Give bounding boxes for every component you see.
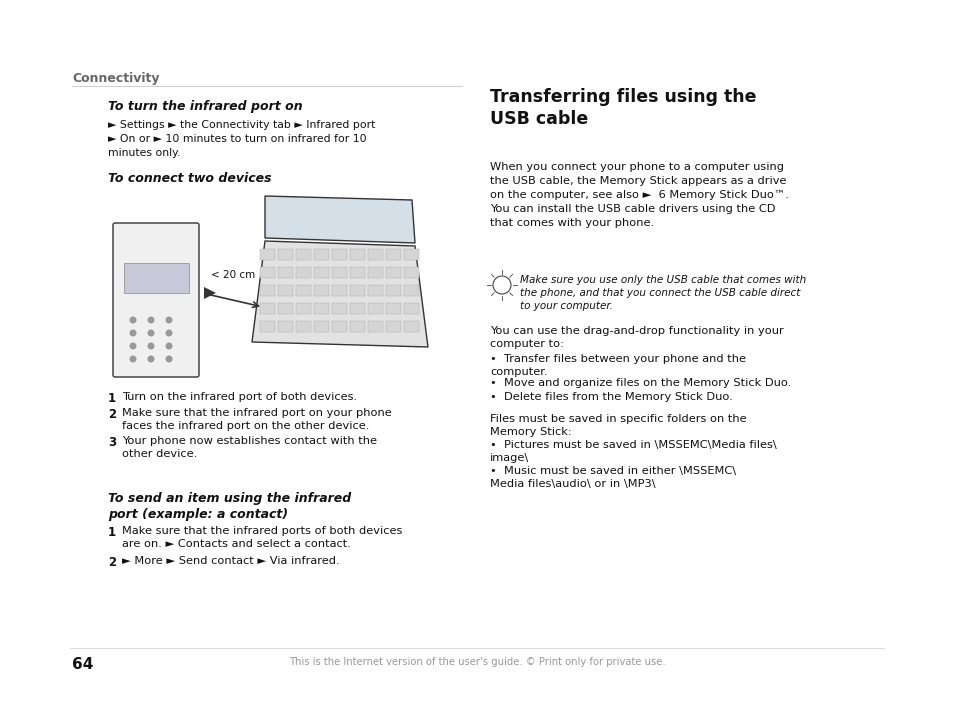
Text: 64: 64 xyxy=(71,657,93,672)
Circle shape xyxy=(165,342,172,349)
Polygon shape xyxy=(204,287,215,299)
Text: Turn on the infrared port of both devices.: Turn on the infrared port of both device… xyxy=(122,392,356,402)
Text: minutes only.: minutes only. xyxy=(108,148,180,158)
Bar xyxy=(260,249,274,260)
Circle shape xyxy=(130,342,136,349)
Bar xyxy=(260,267,274,278)
Bar xyxy=(403,303,418,314)
Bar xyxy=(368,321,382,332)
Bar xyxy=(350,267,365,278)
Text: 3: 3 xyxy=(108,436,116,449)
Polygon shape xyxy=(252,241,428,347)
Text: •  Pictures must be saved in \MSSEMC\Media files\
image\: • Pictures must be saved in \MSSEMC\Medi… xyxy=(490,440,776,463)
Text: < 20 cm: < 20 cm xyxy=(211,270,254,280)
Text: •  Transfer files between your phone and the
computer.: • Transfer files between your phone and … xyxy=(490,354,745,377)
Text: Files must be saved in specific folders on the
Memory Stick:: Files must be saved in specific folders … xyxy=(490,414,746,437)
Bar xyxy=(368,303,382,314)
Bar xyxy=(332,303,347,314)
Circle shape xyxy=(148,356,154,363)
Text: 2: 2 xyxy=(108,556,116,569)
Circle shape xyxy=(130,329,136,337)
Text: Make sure you use only the USB cable that comes with
the phone, and that you con: Make sure you use only the USB cable tha… xyxy=(519,275,805,312)
Text: To turn the infrared port on: To turn the infrared port on xyxy=(108,100,302,113)
Text: •  Delete files from the Memory Stick Duo.: • Delete files from the Memory Stick Duo… xyxy=(490,392,732,402)
Bar xyxy=(368,285,382,296)
Circle shape xyxy=(148,342,154,349)
Text: You can install the USB cable drivers using the CD: You can install the USB cable drivers us… xyxy=(490,204,775,214)
Bar xyxy=(350,321,365,332)
Circle shape xyxy=(165,356,172,363)
Bar xyxy=(386,267,400,278)
Text: •  Move and organize files on the Memory Stick Duo.: • Move and organize files on the Memory … xyxy=(490,378,790,388)
Text: Connectivity: Connectivity xyxy=(71,72,159,85)
Polygon shape xyxy=(265,196,415,243)
Bar xyxy=(277,249,293,260)
Text: on the computer, see also ►  6 Memory Stick Duo™.: on the computer, see also ► 6 Memory Sti… xyxy=(490,190,788,200)
Bar xyxy=(403,321,418,332)
Text: Transferring files using the
USB cable: Transferring files using the USB cable xyxy=(490,88,756,128)
Bar xyxy=(295,303,311,314)
Bar xyxy=(386,321,400,332)
Bar xyxy=(403,249,418,260)
Bar xyxy=(368,249,382,260)
Text: This is the Internet version of the user's guide. © Print only for private use.: This is the Internet version of the user… xyxy=(289,657,664,667)
Bar xyxy=(314,285,329,296)
Text: Your phone now establishes contact with the
other device.: Your phone now establishes contact with … xyxy=(122,436,376,459)
Circle shape xyxy=(130,317,136,324)
Text: You can use the drag-and-drop functionality in your
computer to:: You can use the drag-and-drop functional… xyxy=(490,326,783,349)
Bar xyxy=(277,267,293,278)
Text: ► More ► Send contact ► Via infrared.: ► More ► Send contact ► Via infrared. xyxy=(122,556,339,566)
Text: Make sure that the infrared ports of both devices
are on. ► Contacts and select : Make sure that the infrared ports of bot… xyxy=(122,526,402,549)
Bar xyxy=(295,267,311,278)
Bar xyxy=(403,285,418,296)
Bar xyxy=(314,303,329,314)
FancyBboxPatch shape xyxy=(112,223,199,377)
Bar xyxy=(386,249,400,260)
Text: To send an item using the infrared
port (example: a contact): To send an item using the infrared port … xyxy=(108,492,351,521)
Bar xyxy=(295,285,311,296)
Circle shape xyxy=(165,329,172,337)
Text: When you connect your phone to a computer using: When you connect your phone to a compute… xyxy=(490,162,783,172)
Text: ► Settings ► the Connectivity tab ► Infrared port: ► Settings ► the Connectivity tab ► Infr… xyxy=(108,120,375,130)
Text: that comes with your phone.: that comes with your phone. xyxy=(490,218,654,228)
Circle shape xyxy=(148,329,154,337)
Bar xyxy=(332,249,347,260)
Circle shape xyxy=(148,317,154,324)
Circle shape xyxy=(493,276,511,294)
Text: 1: 1 xyxy=(108,526,116,539)
Bar xyxy=(314,321,329,332)
Bar xyxy=(386,285,400,296)
Bar xyxy=(295,321,311,332)
Bar xyxy=(260,303,274,314)
Bar xyxy=(350,249,365,260)
Bar xyxy=(314,267,329,278)
Text: To connect two devices: To connect two devices xyxy=(108,172,272,185)
Bar xyxy=(277,321,293,332)
Bar xyxy=(260,321,274,332)
Text: •  Music must be saved in either \MSSEMC\
Media files\audio\ or in \MP3\: • Music must be saved in either \MSSEMC\… xyxy=(490,466,736,488)
Text: Make sure that the infrared port on your phone
faces the infrared port on the ot: Make sure that the infrared port on your… xyxy=(122,408,392,431)
Bar xyxy=(277,303,293,314)
Bar xyxy=(260,285,274,296)
Bar xyxy=(403,267,418,278)
Bar xyxy=(332,285,347,296)
Bar xyxy=(314,249,329,260)
Bar xyxy=(124,263,189,293)
Bar xyxy=(350,285,365,296)
Text: ► On or ► 10 minutes to turn on infrared for 10: ► On or ► 10 minutes to turn on infrared… xyxy=(108,134,366,144)
Bar xyxy=(295,249,311,260)
Bar xyxy=(332,321,347,332)
Bar xyxy=(350,303,365,314)
Bar xyxy=(386,303,400,314)
Circle shape xyxy=(130,356,136,363)
Bar xyxy=(332,267,347,278)
Text: 2: 2 xyxy=(108,408,116,421)
Text: the USB cable, the Memory Stick appears as a drive: the USB cable, the Memory Stick appears … xyxy=(490,176,785,186)
Bar xyxy=(277,285,293,296)
Bar xyxy=(368,267,382,278)
Text: 1: 1 xyxy=(108,392,116,405)
Circle shape xyxy=(165,317,172,324)
